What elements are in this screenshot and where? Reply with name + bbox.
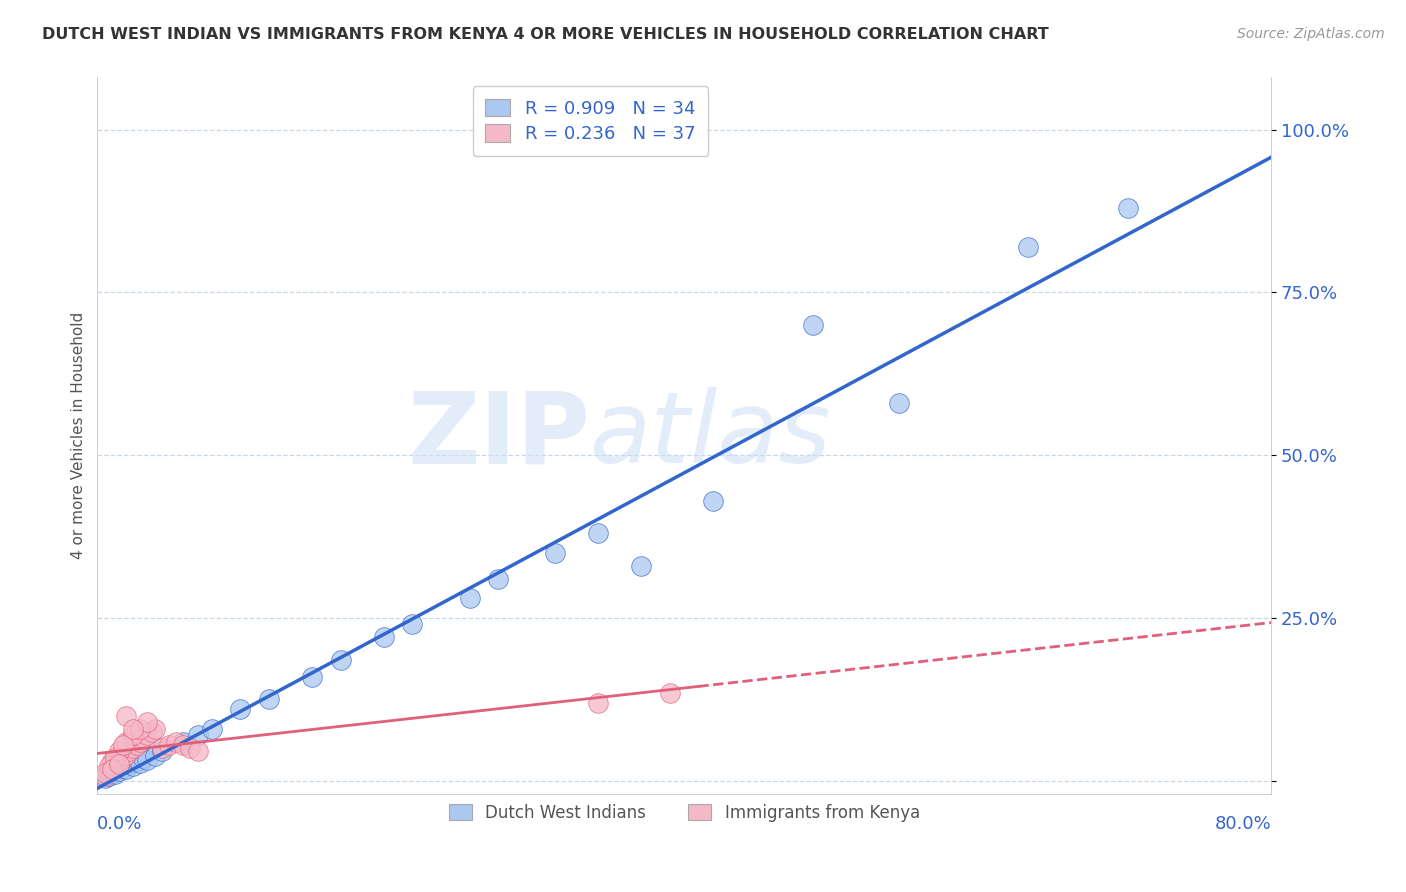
- Text: DUTCH WEST INDIAN VS IMMIGRANTS FROM KENYA 4 OR MORE VEHICLES IN HOUSEHOLD CORRE: DUTCH WEST INDIAN VS IMMIGRANTS FROM KEN…: [42, 27, 1049, 42]
- Point: [115, 762, 138, 776]
- Point: [108, 754, 131, 768]
- Point: [103, 757, 125, 772]
- Point: [544, 546, 567, 560]
- Point: [129, 722, 152, 736]
- Point: [115, 708, 138, 723]
- Point: [129, 756, 152, 770]
- Point: [100, 762, 122, 776]
- Point: [97, 759, 120, 773]
- Text: 80.0%: 80.0%: [1215, 815, 1271, 833]
- Point: [122, 741, 145, 756]
- Point: [1017, 240, 1039, 254]
- Point: [112, 738, 135, 752]
- Point: [150, 741, 173, 756]
- Point: [329, 653, 352, 667]
- Point: [702, 493, 724, 508]
- Point: [103, 751, 125, 765]
- Point: [187, 744, 209, 758]
- Point: [127, 738, 149, 752]
- Point: [136, 715, 159, 730]
- Point: [187, 728, 209, 742]
- Point: [132, 731, 155, 746]
- Point: [1116, 201, 1139, 215]
- Point: [129, 734, 152, 748]
- Point: [122, 722, 145, 736]
- Text: 0.0%: 0.0%: [97, 815, 143, 833]
- Point: [201, 722, 224, 736]
- Point: [172, 738, 194, 752]
- Point: [93, 768, 115, 782]
- Point: [115, 747, 138, 762]
- Point: [588, 696, 610, 710]
- Point: [257, 692, 280, 706]
- Point: [373, 631, 395, 645]
- Point: [112, 751, 135, 765]
- Point: [103, 767, 125, 781]
- Point: [801, 318, 824, 332]
- Point: [115, 734, 138, 748]
- Point: [301, 669, 323, 683]
- Point: [100, 761, 122, 775]
- Point: [458, 591, 481, 606]
- Point: [165, 734, 187, 748]
- Point: [97, 764, 120, 778]
- Text: ZIP: ZIP: [408, 387, 591, 484]
- Point: [112, 761, 135, 775]
- Text: atlas: atlas: [591, 387, 832, 484]
- Point: [136, 753, 159, 767]
- Point: [887, 396, 910, 410]
- Point: [157, 738, 180, 752]
- Point: [143, 722, 166, 736]
- Point: [143, 749, 166, 764]
- Point: [93, 771, 115, 785]
- Point: [401, 617, 423, 632]
- Point: [122, 728, 145, 742]
- Point: [122, 759, 145, 773]
- Point: [108, 757, 131, 772]
- Text: Source: ZipAtlas.com: Source: ZipAtlas.com: [1237, 27, 1385, 41]
- Point: [179, 741, 201, 756]
- Point: [136, 728, 159, 742]
- Point: [229, 702, 252, 716]
- Point: [141, 725, 163, 739]
- Point: [108, 744, 131, 758]
- Legend: Dutch West Indians, Immigrants from Kenya: Dutch West Indians, Immigrants from Keny…: [441, 797, 927, 829]
- Point: [150, 744, 173, 758]
- Point: [93, 766, 115, 780]
- Point: [172, 734, 194, 748]
- Point: [100, 754, 122, 768]
- Point: [118, 757, 141, 772]
- Point: [588, 526, 610, 541]
- Y-axis label: 4 or more Vehicles in Household: 4 or more Vehicles in Household: [72, 312, 86, 559]
- Point: [100, 766, 122, 780]
- Point: [118, 744, 141, 758]
- Point: [630, 558, 652, 573]
- Point: [127, 754, 149, 768]
- Point: [486, 572, 509, 586]
- Point: [658, 686, 681, 700]
- Point: [97, 768, 120, 782]
- Point: [132, 751, 155, 765]
- Point: [108, 764, 131, 778]
